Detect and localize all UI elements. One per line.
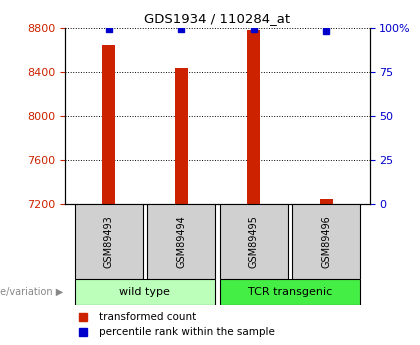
Text: genotype/variation ▶: genotype/variation ▶ [0,287,63,297]
Text: transformed count: transformed count [99,312,196,322]
Bar [247,30,260,204]
Bar [220,279,360,305]
Bar [320,199,333,204]
Bar [74,279,215,305]
Title: GDS1934 / 110284_at: GDS1934 / 110284_at [144,12,290,25]
Text: percentile rank within the sample: percentile rank within the sample [99,327,275,337]
Bar [102,45,115,204]
Bar [292,204,360,279]
Bar [175,68,188,204]
Text: GSM89496: GSM89496 [321,215,331,268]
Bar [74,204,143,279]
Bar [220,204,288,279]
Text: GSM89495: GSM89495 [249,215,259,268]
Text: wild type: wild type [119,287,170,297]
Text: GSM89493: GSM89493 [104,215,113,268]
Text: TCR transgenic: TCR transgenic [248,287,332,297]
Text: GSM89494: GSM89494 [176,215,186,268]
Bar [147,204,215,279]
